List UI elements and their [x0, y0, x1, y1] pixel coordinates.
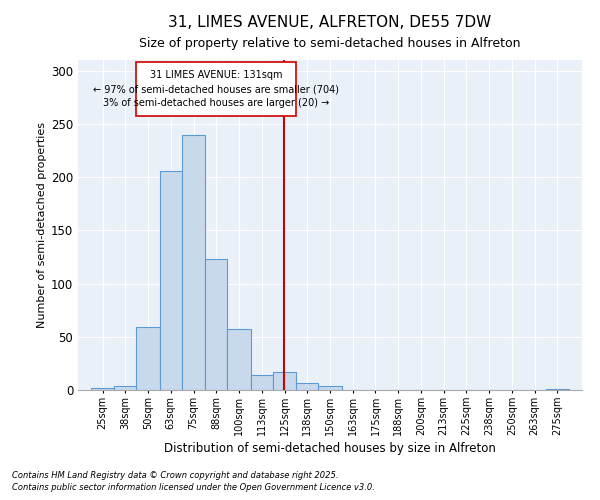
Bar: [182, 134, 205, 390]
Bar: [205, 259, 227, 390]
Text: Contains HM Land Registry data © Crown copyright and database right 2025.: Contains HM Land Registry data © Crown c…: [12, 471, 338, 480]
Bar: [251, 375, 272, 390]
X-axis label: Distribution of semi-detached houses by size in Alfreton: Distribution of semi-detached houses by …: [164, 442, 496, 455]
Y-axis label: Number of semi-detached properties: Number of semi-detached properties: [37, 122, 47, 328]
Text: 31 LIMES AVENUE: 131sqm
← 97% of semi-detached houses are smaller (704)
3% of se: 31 LIMES AVENUE: 131sqm ← 97% of semi-de…: [93, 70, 339, 108]
Bar: [160, 170, 182, 390]
Bar: [91, 388, 115, 390]
Bar: [227, 330, 251, 390]
FancyBboxPatch shape: [136, 62, 296, 116]
Bar: [296, 382, 318, 390]
Text: Size of property relative to semi-detached houses in Alfreton: Size of property relative to semi-detach…: [139, 38, 521, 51]
Text: 31, LIMES AVENUE, ALFRETON, DE55 7DW: 31, LIMES AVENUE, ALFRETON, DE55 7DW: [169, 15, 491, 30]
Text: Contains public sector information licensed under the Open Government Licence v3: Contains public sector information licen…: [12, 484, 375, 492]
Bar: [272, 372, 296, 390]
Bar: [115, 386, 136, 390]
Bar: [545, 389, 569, 390]
Bar: [136, 327, 160, 390]
Bar: [318, 386, 342, 390]
